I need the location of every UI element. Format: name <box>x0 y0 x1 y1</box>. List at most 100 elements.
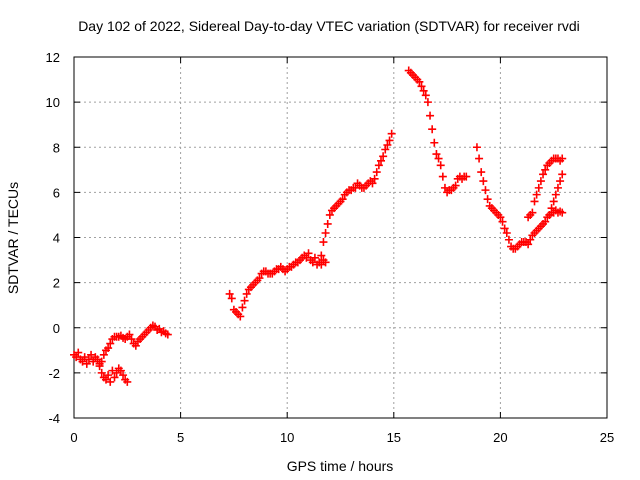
y-tick-label: 12 <box>46 50 60 65</box>
data-point <box>385 136 394 145</box>
data-point <box>89 357 98 366</box>
data-point <box>387 129 396 138</box>
data-point <box>84 355 93 364</box>
data-point <box>419 86 428 95</box>
data-point <box>558 154 567 163</box>
x-tick-label: 5 <box>177 430 184 445</box>
data-point <box>106 339 115 348</box>
data-point <box>72 353 81 362</box>
y-tick-label: -4 <box>48 411 60 426</box>
data-point <box>534 183 543 192</box>
data-point <box>475 154 484 163</box>
data-point <box>370 174 379 183</box>
y-tick-label: 8 <box>53 140 60 155</box>
data-point <box>558 170 567 179</box>
data-point <box>541 165 550 174</box>
y-tick-label: 10 <box>46 95 60 110</box>
chart-title: Day 102 of 2022, Sidereal Day-to-day VTE… <box>78 18 580 34</box>
data-point <box>119 371 128 380</box>
series-segment-7 <box>545 170 567 219</box>
data-point <box>304 249 313 258</box>
data-point <box>438 172 447 181</box>
data-point <box>242 289 251 298</box>
data-point <box>551 190 560 199</box>
data-point <box>368 179 377 188</box>
data-point <box>423 98 432 107</box>
data-point <box>417 82 426 91</box>
series-segment-2 <box>225 249 330 321</box>
series-segment-6 <box>524 154 567 222</box>
series-segment-1-dip <box>95 362 132 386</box>
data-point <box>319 238 328 247</box>
data-point <box>532 190 541 199</box>
x-tick-label: 10 <box>280 430 294 445</box>
data-point <box>82 359 91 368</box>
data-point <box>415 77 424 86</box>
data-point <box>381 145 390 154</box>
y-tick-label: 6 <box>53 185 60 200</box>
data-point <box>451 181 460 190</box>
data-point <box>240 296 249 305</box>
data-point <box>556 177 565 186</box>
x-axis-label: GPS time / hours <box>287 458 394 474</box>
series-segment-4 <box>404 66 471 197</box>
data-points <box>70 66 567 386</box>
data-point <box>553 183 562 192</box>
data-point <box>558 208 567 217</box>
axis-ticks: 0 5 10 15 20 25 -4 -2 0 2 4 6 8 10 12 <box>46 50 615 445</box>
data-point <box>123 377 132 386</box>
data-point <box>310 253 319 262</box>
data-point <box>377 156 386 165</box>
data-point <box>227 294 236 303</box>
data-point <box>80 353 89 362</box>
y-axis-label: SDTVAR / TECUs <box>5 182 21 294</box>
data-point <box>432 150 441 159</box>
data-point <box>541 217 550 226</box>
data-point <box>321 258 330 267</box>
data-point <box>524 240 533 249</box>
data-point <box>481 186 490 195</box>
series-segment-5 <box>472 143 567 253</box>
data-point <box>99 350 108 359</box>
x-tick-label: 25 <box>600 430 614 445</box>
data-point <box>112 368 121 377</box>
data-point <box>479 177 488 186</box>
x-tick-label: 0 <box>70 430 77 445</box>
data-point <box>236 312 245 321</box>
y-tick-label: 2 <box>53 276 60 291</box>
data-point <box>500 224 509 233</box>
data-point <box>101 375 110 384</box>
data-point <box>430 138 439 147</box>
data-point <box>97 368 106 377</box>
y-tick-label: 0 <box>53 321 60 336</box>
y-tick-label: -2 <box>48 366 60 381</box>
data-point <box>421 91 430 100</box>
data-point <box>504 235 513 244</box>
data-point <box>104 344 113 353</box>
data-point <box>110 373 119 382</box>
data-point <box>74 348 83 357</box>
data-point <box>87 350 96 359</box>
data-point <box>372 168 381 177</box>
data-point <box>426 111 435 120</box>
data-point <box>97 357 106 366</box>
data-point <box>125 330 134 339</box>
data-point <box>93 355 102 364</box>
data-point <box>163 330 172 339</box>
x-tick-label: 20 <box>493 430 507 445</box>
data-point <box>379 152 388 161</box>
data-point <box>225 289 234 298</box>
data-point <box>462 172 471 181</box>
data-point <box>539 170 548 179</box>
y-tick-label: 4 <box>53 231 60 246</box>
data-point <box>321 228 330 237</box>
data-point <box>323 219 332 228</box>
data-point <box>428 125 437 134</box>
data-point <box>477 168 486 177</box>
data-point <box>325 210 334 219</box>
data-point <box>383 140 392 149</box>
x-tick-label: 15 <box>387 430 401 445</box>
data-point <box>496 213 505 222</box>
data-point <box>78 357 87 366</box>
